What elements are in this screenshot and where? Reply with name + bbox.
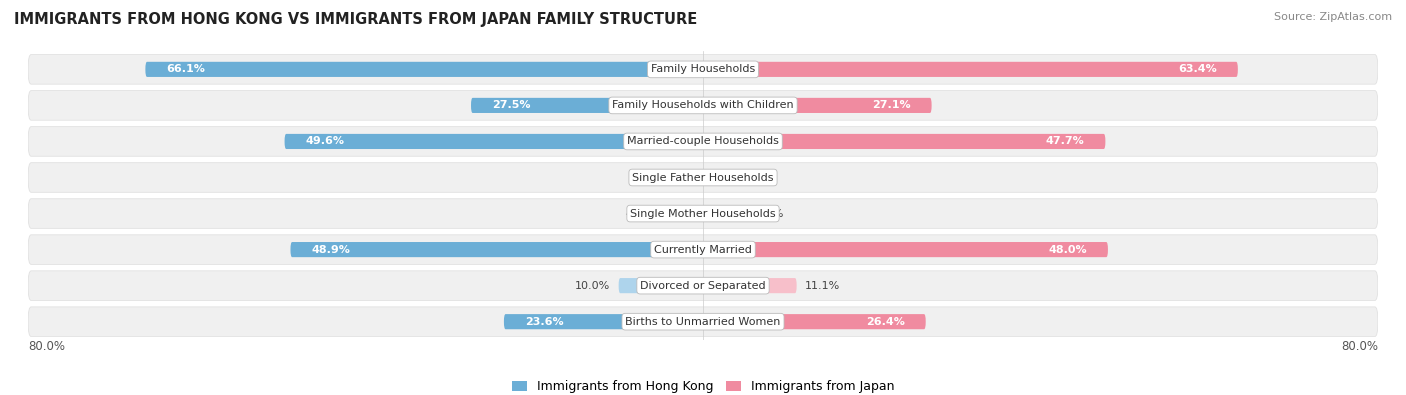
FancyBboxPatch shape bbox=[662, 206, 703, 221]
FancyBboxPatch shape bbox=[703, 170, 720, 185]
Text: 5.2%: 5.2% bbox=[755, 209, 783, 218]
FancyBboxPatch shape bbox=[703, 62, 1237, 77]
Text: 48.0%: 48.0% bbox=[1049, 245, 1087, 255]
FancyBboxPatch shape bbox=[703, 98, 932, 113]
Text: Source: ZipAtlas.com: Source: ZipAtlas.com bbox=[1274, 12, 1392, 22]
Text: 49.6%: 49.6% bbox=[305, 136, 344, 147]
FancyBboxPatch shape bbox=[28, 55, 1378, 84]
FancyBboxPatch shape bbox=[28, 271, 1378, 301]
Text: 1.8%: 1.8% bbox=[651, 173, 679, 182]
FancyBboxPatch shape bbox=[688, 170, 703, 185]
FancyBboxPatch shape bbox=[28, 235, 1378, 264]
FancyBboxPatch shape bbox=[291, 242, 703, 257]
FancyBboxPatch shape bbox=[703, 134, 1105, 149]
FancyBboxPatch shape bbox=[28, 90, 1378, 120]
Text: 47.7%: 47.7% bbox=[1046, 136, 1084, 147]
Text: Divorced or Separated: Divorced or Separated bbox=[640, 280, 766, 291]
Text: IMMIGRANTS FROM HONG KONG VS IMMIGRANTS FROM JAPAN FAMILY STRUCTURE: IMMIGRANTS FROM HONG KONG VS IMMIGRANTS … bbox=[14, 12, 697, 27]
Text: Single Father Households: Single Father Households bbox=[633, 173, 773, 182]
Text: 27.5%: 27.5% bbox=[492, 100, 530, 111]
Text: Married-couple Households: Married-couple Households bbox=[627, 136, 779, 147]
FancyBboxPatch shape bbox=[703, 206, 747, 221]
Text: Family Households with Children: Family Households with Children bbox=[612, 100, 794, 111]
Text: 26.4%: 26.4% bbox=[866, 317, 904, 327]
FancyBboxPatch shape bbox=[28, 127, 1378, 156]
Text: 23.6%: 23.6% bbox=[524, 317, 564, 327]
Text: 2.0%: 2.0% bbox=[728, 173, 756, 182]
Text: Currently Married: Currently Married bbox=[654, 245, 752, 255]
FancyBboxPatch shape bbox=[145, 62, 703, 77]
Text: 48.9%: 48.9% bbox=[312, 245, 350, 255]
Text: 80.0%: 80.0% bbox=[1341, 340, 1378, 353]
Text: 80.0%: 80.0% bbox=[28, 340, 65, 353]
FancyBboxPatch shape bbox=[28, 199, 1378, 228]
FancyBboxPatch shape bbox=[28, 163, 1378, 192]
Text: Family Households: Family Households bbox=[651, 64, 755, 74]
Legend: Immigrants from Hong Kong, Immigrants from Japan: Immigrants from Hong Kong, Immigrants fr… bbox=[508, 376, 898, 395]
FancyBboxPatch shape bbox=[703, 314, 925, 329]
Text: 63.4%: 63.4% bbox=[1178, 64, 1216, 74]
FancyBboxPatch shape bbox=[471, 98, 703, 113]
FancyBboxPatch shape bbox=[619, 278, 703, 293]
Text: 10.0%: 10.0% bbox=[575, 280, 610, 291]
Text: Single Mother Households: Single Mother Households bbox=[630, 209, 776, 218]
Text: 66.1%: 66.1% bbox=[166, 64, 205, 74]
Text: 11.1%: 11.1% bbox=[806, 280, 841, 291]
Text: 4.8%: 4.8% bbox=[626, 209, 654, 218]
FancyBboxPatch shape bbox=[703, 278, 797, 293]
FancyBboxPatch shape bbox=[703, 242, 1108, 257]
FancyBboxPatch shape bbox=[503, 314, 703, 329]
Text: 27.1%: 27.1% bbox=[872, 100, 911, 111]
FancyBboxPatch shape bbox=[284, 134, 703, 149]
FancyBboxPatch shape bbox=[28, 307, 1378, 337]
Text: Births to Unmarried Women: Births to Unmarried Women bbox=[626, 317, 780, 327]
